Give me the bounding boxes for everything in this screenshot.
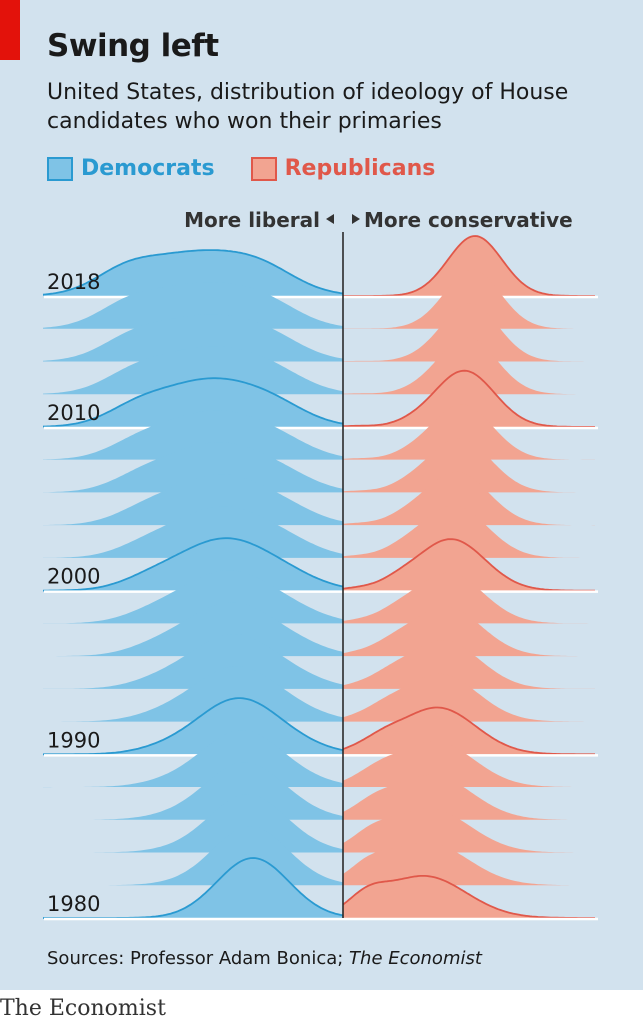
ridge-republicans-1994 <box>343 640 595 689</box>
legend-label-democrats: Democrats <box>81 156 215 181</box>
legend: Democrats Republicans <box>47 156 471 181</box>
ridge-republicans-1990 <box>343 707 595 755</box>
ridge-1992 <box>43 666 595 722</box>
ridge-1984 <box>43 794 595 853</box>
year-label-2000: 2000 <box>47 565 100 589</box>
legend-swatch-democrats <box>47 156 73 181</box>
ridge-democrats-1996 <box>43 602 343 657</box>
ridge-democrats-2012 <box>43 346 343 395</box>
ridge-1998 <box>43 570 595 624</box>
year-label-1990: 1990 <box>47 728 100 752</box>
ridge-republicans-2014 <box>343 303 595 362</box>
ridge-republicans-2002 <box>343 505 595 558</box>
ridge-1980 <box>43 857 598 921</box>
chart-card: Swing left United States, distribution o… <box>0 0 643 990</box>
ridge-outline-democrats-1990 <box>43 697 344 756</box>
chart-title: Swing left <box>47 28 219 64</box>
economist-brand: The Economist <box>0 996 166 1021</box>
legend-item-democrats: Democrats <box>47 156 215 181</box>
ridge-1986 <box>43 762 595 820</box>
arrow-left-icon <box>326 214 334 224</box>
ridge-republicans-1986 <box>343 774 595 820</box>
ridge-republicans-2000 <box>343 539 595 591</box>
chart-subtitle: United States, distribution of ideology … <box>47 80 569 134</box>
ridge-democrats-2004 <box>43 474 343 526</box>
ridge-outline-democrats-2010 <box>43 377 344 428</box>
ticks-group: 1980 1990 2000 2010 2018 <box>47 270 100 916</box>
ridge-democrats-1994 <box>43 634 343 689</box>
ridge-republicans-1982 <box>343 842 595 886</box>
ridge-republicans-1992 <box>343 673 595 722</box>
ridge-democrats-2014 <box>43 314 343 362</box>
ridge-2012 <box>43 337 595 395</box>
ridge-outline-republicans-2000 <box>342 538 595 592</box>
ridge-republicans-2006 <box>343 438 595 493</box>
ridge-republicans-2016 <box>343 269 595 329</box>
ridge-democrats-2002 <box>43 506 343 558</box>
ridge-republicans-2012 <box>343 337 595 395</box>
ridge-2010 <box>43 369 598 430</box>
source-prefix: Sources: Professor Adam Bonica; <box>47 948 350 969</box>
ridge-democrats-2018 <box>43 250 343 296</box>
legend-item-republicans: Republicans <box>250 156 436 181</box>
ridge-2014 <box>43 303 595 362</box>
ridge-republicans-2010 <box>343 370 595 427</box>
ridgeline-chart: 1980 1990 2000 2010 2018 More liberal More c… <box>42 208 598 921</box>
ridge-democrats-2006 <box>43 442 343 493</box>
axis-labels-group: More liberal More conservative <box>184 208 573 232</box>
ridge-republicans-2018 <box>343 236 595 296</box>
ridge-republicans-1980 <box>343 875 595 918</box>
ridge-democrats-1980 <box>43 858 343 918</box>
ridge-republicans-1988 <box>343 741 595 788</box>
ridge-2008 <box>43 404 595 460</box>
ridge-2018 <box>42 235 598 299</box>
ridge-outline-republicans-1980 <box>342 875 595 919</box>
legend-swatch-republicans <box>250 156 277 181</box>
ridge-2000 <box>43 537 598 593</box>
ridge-republicans-2008 <box>343 404 595 460</box>
ridge-democrats-2016 <box>43 282 343 329</box>
source-publication: The Economist <box>349 948 482 969</box>
ridge-2004 <box>43 471 595 526</box>
ridge-outline-republicans-2010 <box>342 369 595 428</box>
year-label-2010: 2010 <box>47 401 100 425</box>
red-tab <box>0 0 20 60</box>
ridge-republicans-1998 <box>343 572 595 624</box>
year-label-2018: 2018 <box>47 270 100 294</box>
ridge-democrats-1998 <box>43 570 343 624</box>
axis-label-liberal: More liberal <box>184 208 320 232</box>
axis-label-conservative: More conservative <box>364 208 573 232</box>
ridge-outline-democrats-2000 <box>43 537 344 592</box>
source-note: Sources: Professor Adam Bonica; The Econ… <box>47 948 482 969</box>
ridge-2016 <box>43 269 595 329</box>
ridge-2002 <box>43 505 595 558</box>
ridge-outline-democrats-2018 <box>42 249 344 296</box>
legend-label-republicans: Republicans <box>284 156 436 181</box>
ridge-republicans-2004 <box>343 471 595 526</box>
ridge-1990 <box>43 697 598 757</box>
arrow-right-icon <box>352 214 360 224</box>
ridge-democrats-2000 <box>43 538 343 591</box>
ridge-democrats-1992 <box>43 666 343 722</box>
ridges-group <box>42 235 598 921</box>
ridge-democrats-2008 <box>43 410 343 460</box>
ridge-republicans-1984 <box>343 808 595 853</box>
ridge-republicans-1996 <box>343 606 595 657</box>
ridge-1996 <box>43 602 595 657</box>
ridge-1982 <box>43 826 595 886</box>
ridge-democrats-2010 <box>43 378 343 427</box>
ridge-outline-republicans-1990 <box>342 706 595 756</box>
year-label-1980: 1980 <box>47 892 100 916</box>
ridge-1988 <box>43 730 595 788</box>
ridge-1994 <box>43 634 595 689</box>
ridge-2006 <box>43 438 595 493</box>
